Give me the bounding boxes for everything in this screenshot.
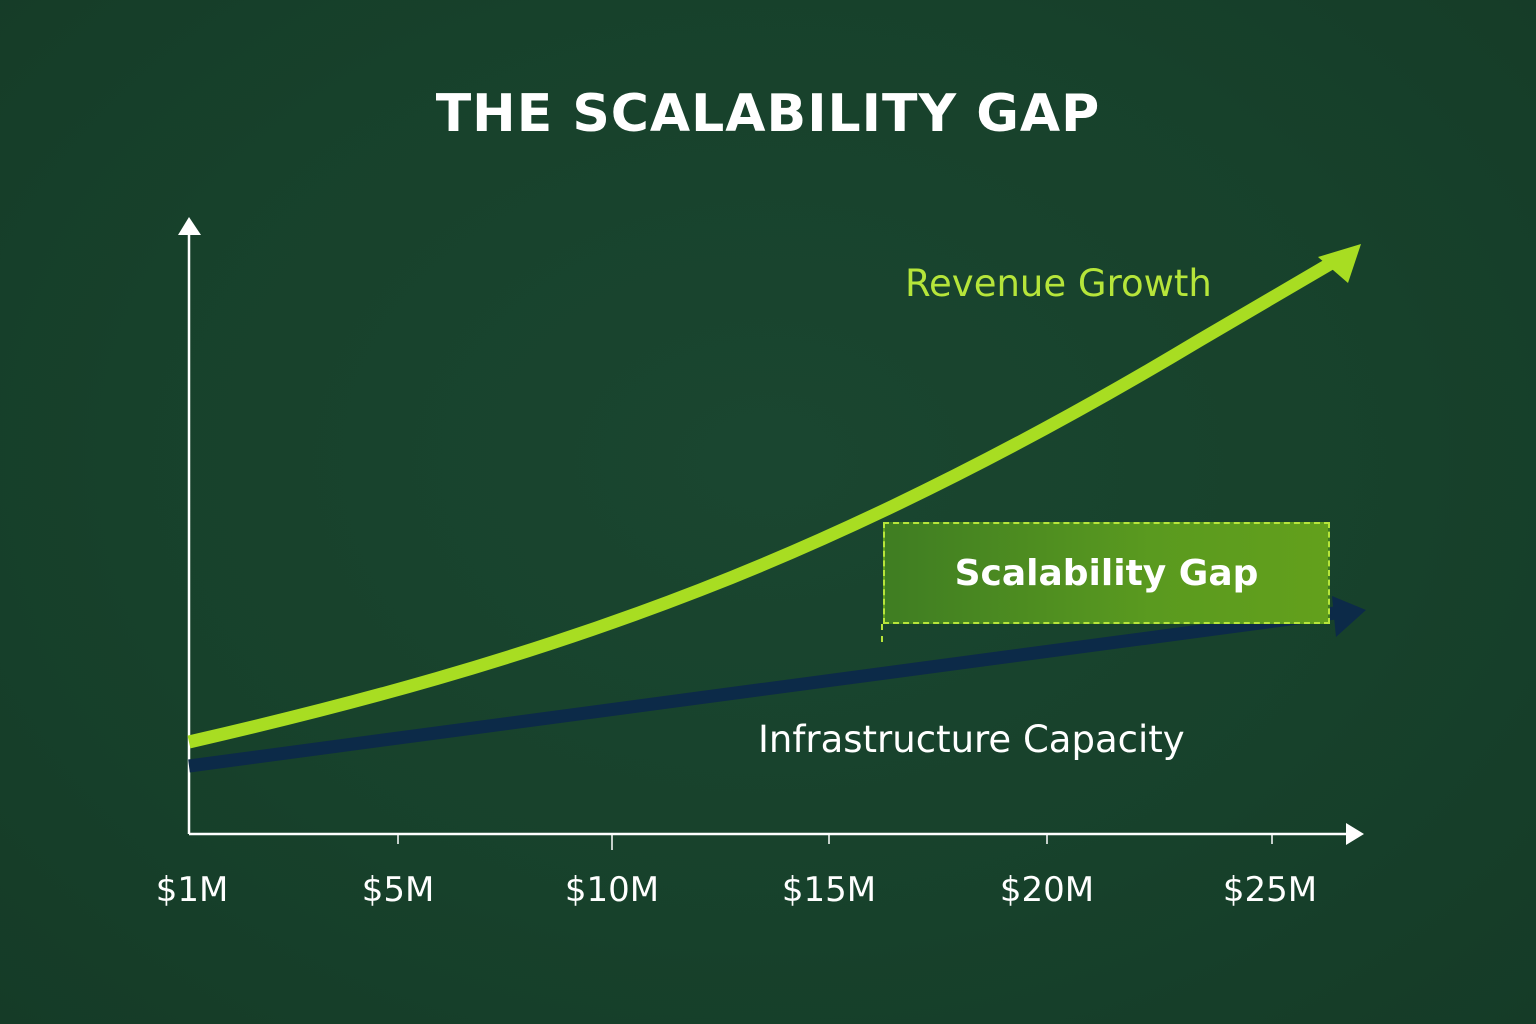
x-tick-label: $1M	[155, 870, 229, 910]
revenue-arrow-icon	[1318, 244, 1361, 283]
infrastructure-label: Infrastructure Capacity	[758, 718, 1185, 761]
revenue-label: Revenue Growth	[905, 262, 1212, 305]
scalability-gap-label: Scalability Gap	[954, 552, 1259, 594]
gap-dashed-marker	[881, 624, 883, 642]
scalability-gap-box: Scalability Gap	[883, 522, 1330, 624]
x-tick-label: $5M	[361, 870, 435, 910]
y-axis-arrow-icon	[178, 217, 201, 235]
x-axis-arrow-icon	[1346, 823, 1364, 845]
revenue-line	[187, 252, 1344, 749]
chart-title: THE SCALABILITY GAP	[435, 84, 1101, 144]
x-axis-ticks	[397, 834, 1273, 850]
infrastructure-line	[188, 606, 1336, 773]
infrastructure-arrow-icon	[1332, 596, 1366, 637]
x-tick-label: $10M	[564, 870, 660, 910]
x-tick-label: $15M	[781, 870, 877, 910]
x-tick-label: $20M	[999, 870, 1095, 910]
x-tick-label: $25M	[1222, 870, 1318, 910]
